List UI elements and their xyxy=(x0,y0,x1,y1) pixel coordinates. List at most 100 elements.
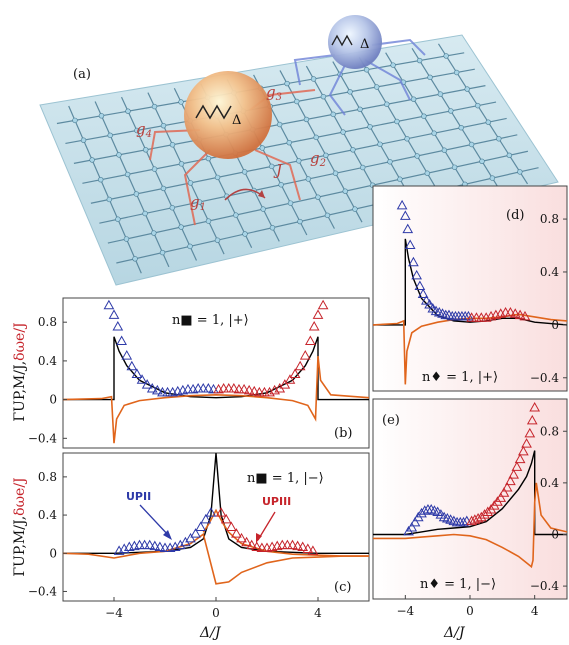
data-point-b-3-19 xyxy=(308,321,320,331)
panel-c-series xyxy=(63,453,369,585)
lattice-site xyxy=(205,218,212,224)
y-axis-label-black-c: ΓUP,M/J, xyxy=(12,516,28,577)
lattice-site xyxy=(276,121,283,128)
data-point-c-4-0 xyxy=(215,507,227,517)
series-line-b-0 xyxy=(63,336,369,401)
x-tick-label-c-1: 0 xyxy=(212,606,220,620)
series-line-b-1 xyxy=(63,356,369,444)
y-tick-label-c-3: −0.4 xyxy=(28,584,58,598)
panel-c-frame xyxy=(62,452,370,602)
lattice-line xyxy=(94,101,170,268)
lattice-site xyxy=(106,196,112,203)
upii-arrow xyxy=(139,504,171,538)
data-point-b-3-2 xyxy=(223,382,235,393)
lattice-site xyxy=(404,136,410,142)
panel-c-annotation: n■ = 1, |−⟩ xyxy=(247,471,324,486)
lattice-site xyxy=(242,231,248,237)
data-point-d-3-11 xyxy=(519,310,531,321)
upiii-arrow-head xyxy=(256,533,262,543)
lattice-site xyxy=(241,169,248,175)
data-point-e-3-12 xyxy=(505,475,516,486)
data-point-b-2-3 xyxy=(116,335,128,346)
data-point-c-4-4 xyxy=(236,532,247,543)
data-point-b-2-9 xyxy=(146,382,158,393)
data-point-c-3-18 xyxy=(205,507,217,517)
y-tick-label-e-1: 0.4 xyxy=(540,476,559,490)
panel-c-plot: 0.8 0.4 0 −0.4 −4 0 4 xyxy=(28,453,369,620)
lattice-site xyxy=(421,113,427,119)
lattice-site xyxy=(187,180,194,186)
data-point-b-3-17 xyxy=(299,350,311,360)
atom-sphere-blue xyxy=(328,15,382,69)
series-line-e-0 xyxy=(373,450,567,536)
data-point-b-2-12 xyxy=(162,386,173,397)
lattice-site xyxy=(387,159,393,165)
panel-e-plot: 0.8 0.4 0 −0.4 −4 0 4 xyxy=(373,402,567,618)
lattice-site xyxy=(310,76,317,82)
lattice-line xyxy=(411,47,501,191)
lattice-site xyxy=(416,57,423,64)
lattice-site xyxy=(377,141,383,147)
panel-label-b: (b) xyxy=(334,426,352,441)
schematic-panel-a: Δ Δ g1 g2 g3 g4 J (a) xyxy=(39,15,559,286)
lattice-site xyxy=(363,67,370,73)
data-point-c-4-7 xyxy=(251,541,263,552)
lattice-site xyxy=(453,69,460,76)
lattice-site xyxy=(196,199,203,205)
data-point-c-4-13 xyxy=(282,539,293,550)
lattice-site xyxy=(142,210,148,217)
lattice-line xyxy=(437,43,529,185)
series-line-e-1 xyxy=(373,482,567,569)
lattice-site xyxy=(332,170,339,176)
panel-b-annotation: n■ = 1, |+⟩ xyxy=(172,313,249,328)
data-point-d-2-9 xyxy=(424,299,435,309)
data-point-b-2-1 xyxy=(108,309,120,319)
data-point-e-3-17 xyxy=(521,438,532,448)
lattice-site xyxy=(286,139,292,146)
lattice-site xyxy=(320,93,327,100)
lattice-site xyxy=(443,53,449,59)
data-point-c-4-12 xyxy=(276,539,288,550)
data-point-e-3-4 xyxy=(479,509,490,519)
data-point-b-3-5 xyxy=(238,383,250,394)
data-point-e-3-14 xyxy=(511,461,523,471)
lattice-site xyxy=(451,164,458,170)
y-axis-label-red: δωe/J xyxy=(12,322,28,360)
lattice-site xyxy=(397,176,403,182)
lattice-site xyxy=(303,116,310,123)
atom-levels-red-icon xyxy=(195,104,232,120)
lattice-site xyxy=(98,113,105,119)
lattice-site xyxy=(233,212,239,218)
data-point-b-3-4 xyxy=(233,383,245,394)
data-point-c-3-4 xyxy=(134,539,145,550)
data-point-c-4-2 xyxy=(225,521,237,531)
data-point-e-3-19 xyxy=(526,414,538,425)
lattice-site xyxy=(169,205,175,211)
lattice-site xyxy=(431,130,437,136)
lattice-site xyxy=(125,108,131,114)
lattice-site xyxy=(313,134,319,141)
y-tick-label-d-3: −0.4 xyxy=(530,371,560,385)
lattice-site xyxy=(458,125,464,131)
data-point-b-3-3 xyxy=(228,382,240,393)
lattice-site xyxy=(123,236,130,242)
lattice-site xyxy=(496,136,502,142)
data-point-e-2-5 xyxy=(419,505,431,515)
data-point-e-3-10 xyxy=(498,487,510,497)
data-point-b-2-11 xyxy=(157,386,168,397)
panel-label-a: (a) xyxy=(73,67,91,82)
lattice-site xyxy=(489,175,496,181)
x-tick-label-e-0: −4 xyxy=(396,604,414,618)
data-point-e-3-15 xyxy=(514,453,526,464)
data-point-b-3-16 xyxy=(294,360,306,371)
lattice-site xyxy=(394,118,400,125)
panel-e-annotation: n♦ = 1, |−⟩ xyxy=(420,577,496,592)
lattice-site xyxy=(116,152,122,158)
panel-label-d: (d) xyxy=(506,208,524,223)
lattice-site xyxy=(278,182,284,188)
lattice-site xyxy=(390,62,396,68)
lattice-site xyxy=(287,200,294,206)
data-point-c-4-1 xyxy=(220,513,232,524)
y-tick-label-c-2: 0 xyxy=(49,546,57,560)
